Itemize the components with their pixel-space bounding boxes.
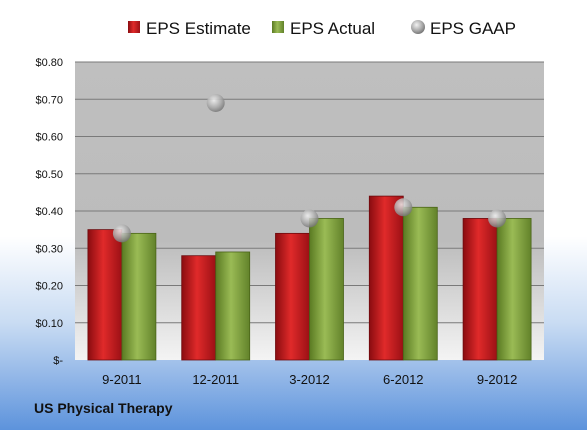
bar-eps-actual <box>215 251 251 361</box>
legend-swatch <box>272 21 284 33</box>
marker-eps-gaap <box>300 209 319 228</box>
bar-eps-estimate <box>275 232 310 361</box>
marker-eps-gaap <box>206 93 225 112</box>
bar-eps-actual <box>309 218 344 361</box>
bar-eps-actual <box>402 206 438 361</box>
bar-eps-estimate <box>462 218 498 361</box>
bar-eps-estimate <box>87 229 123 361</box>
legend-label: EPS GAAP <box>430 19 516 38</box>
y-tick-label: $0.80 <box>35 57 63 69</box>
legend-label: EPS Actual <box>290 19 375 38</box>
x-tick-label: 9-2012 <box>477 372 517 387</box>
legend-label: EPS Estimate <box>146 19 251 38</box>
marker-eps-gaap <box>488 209 507 228</box>
x-tick-label: 3-2012 <box>289 372 329 387</box>
legend-swatch <box>411 20 425 34</box>
bar-eps-estimate <box>368 195 404 361</box>
bar-eps-actual <box>121 232 157 361</box>
y-tick-label: $0.70 <box>35 94 63 106</box>
marker-eps-gaap <box>112 224 131 243</box>
x-tick-label: 9-2011 <box>102 372 142 387</box>
legend-swatch <box>128 21 140 33</box>
y-tick-label: $- <box>53 355 63 367</box>
y-tick-label: $0.20 <box>35 281 63 293</box>
x-tick-label: 12-2011 <box>192 372 239 387</box>
y-tick-label: $0.30 <box>35 243 63 255</box>
y-tick-label: $0.60 <box>35 132 63 144</box>
bar-eps-actual <box>496 218 532 361</box>
y-tick-label: $0.40 <box>35 206 63 218</box>
marker-eps-gaap <box>394 198 413 217</box>
y-tick-label: $0.10 <box>35 318 63 330</box>
bar-eps-estimate <box>181 255 217 361</box>
company-title: US Physical Therapy <box>34 400 173 416</box>
x-tick-label: 6-2012 <box>383 372 423 387</box>
y-tick-label: $0.50 <box>35 169 63 181</box>
